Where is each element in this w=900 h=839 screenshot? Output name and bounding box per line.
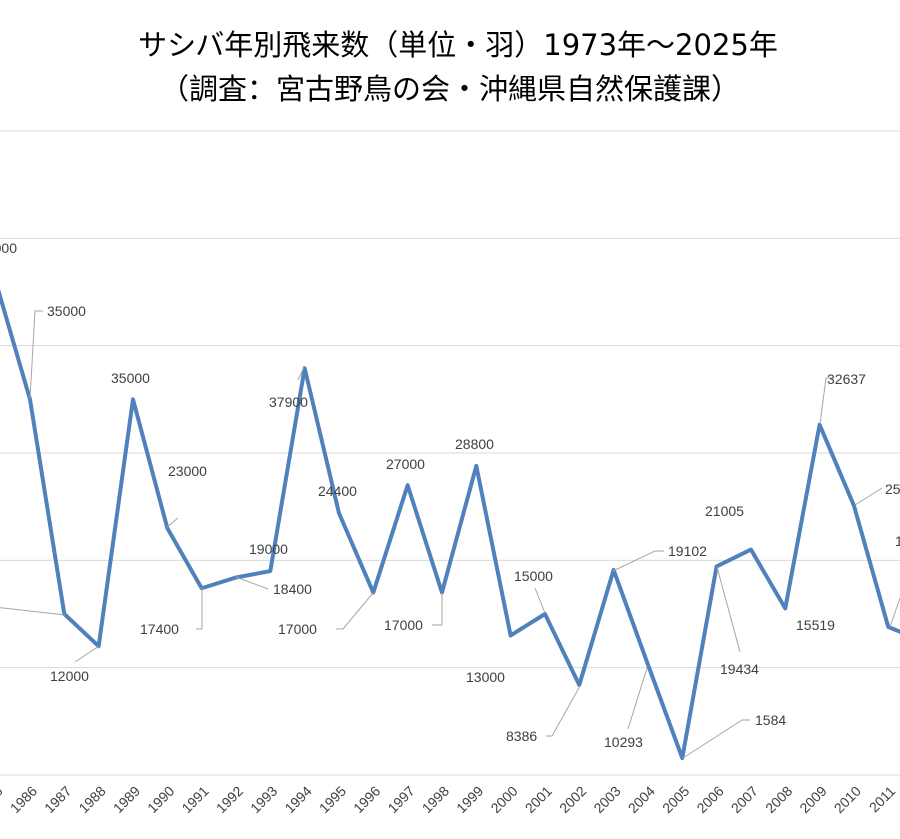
data-label: 32637 xyxy=(827,371,866,387)
leader-line xyxy=(166,517,179,528)
data-label: 35000 xyxy=(47,303,86,319)
leader-line xyxy=(854,487,883,506)
leader-line xyxy=(546,685,581,737)
x-tick-label: 1996 xyxy=(350,783,383,816)
leader-line xyxy=(889,597,900,628)
x-tick-label: 1995 xyxy=(316,783,349,816)
chart-title: サシバ年別飛来数（単位・羽）1973年～2025年 xyxy=(138,28,778,62)
data-label: 15000 xyxy=(514,568,553,584)
data-label: 25100 xyxy=(885,481,900,497)
data-label: 18400 xyxy=(273,581,312,597)
x-tick-label: 1999 xyxy=(453,783,486,816)
data-label: 10293 xyxy=(604,734,643,750)
data-label: 19000 xyxy=(249,541,288,557)
x-tick-label: 2010 xyxy=(831,783,864,816)
data-label: 13000 xyxy=(466,669,505,685)
x-tick-label: 1989 xyxy=(110,783,143,816)
series-line xyxy=(0,288,900,760)
leader-line xyxy=(74,645,100,663)
data-label: 12000 xyxy=(50,668,89,684)
chart-subtitle: （調査：宮古野鳥の会・沖縄県自然保護課） xyxy=(159,72,740,106)
leader-line xyxy=(534,587,546,614)
x-tick-label: 1985 xyxy=(0,783,6,816)
data-label: 46000 xyxy=(0,240,17,256)
data-label: 15519 xyxy=(796,617,835,633)
x-tick-label: 1988 xyxy=(75,783,108,816)
data-label: 17400 xyxy=(140,621,179,637)
leader-line xyxy=(819,377,833,425)
x-tick-label: 1990 xyxy=(144,783,177,816)
data-label: 35000 xyxy=(111,370,150,386)
leader-line xyxy=(196,588,203,630)
leader-line xyxy=(235,576,269,590)
x-tick-label: 1991 xyxy=(178,783,211,816)
leader-line xyxy=(716,566,741,653)
data-label: 8386 xyxy=(506,728,537,744)
x-tick-label: 2001 xyxy=(522,783,555,816)
x-tick-label: 2006 xyxy=(693,783,726,816)
x-tick-label: 2004 xyxy=(625,783,658,816)
x-tick-label: 2007 xyxy=(728,783,761,816)
data-label: 19102 xyxy=(668,543,707,559)
x-tick-label: 1998 xyxy=(419,783,452,816)
data-label: 28800 xyxy=(455,436,494,452)
x-tick-label: 2009 xyxy=(796,783,829,816)
x-tick-label: 1994 xyxy=(281,783,314,816)
x-tick-label: 1997 xyxy=(384,783,417,816)
leader-line xyxy=(297,366,305,381)
leader-line xyxy=(682,719,750,759)
x-tick-label: 2008 xyxy=(762,783,795,816)
leader-line xyxy=(29,310,43,400)
data-label: 13800 xyxy=(895,533,900,549)
data-label: 1584 xyxy=(755,712,786,728)
x-tick-label: 2002 xyxy=(556,783,589,816)
leader-line xyxy=(432,593,443,626)
data-label: 19434 xyxy=(720,661,759,677)
x-tick-label: 1987 xyxy=(41,783,74,816)
x-tick-label: 2000 xyxy=(487,783,520,816)
leader-line xyxy=(0,607,66,616)
data-label: 23000 xyxy=(168,463,207,479)
data-label: 37900 xyxy=(269,394,308,410)
x-tick-label: 1992 xyxy=(213,783,246,816)
data-label: 27000 xyxy=(386,456,425,472)
data-label: 17000 xyxy=(384,617,423,633)
data-label: 24400 xyxy=(318,483,357,499)
data-label: 21005 xyxy=(705,503,744,519)
x-tick-label: 2003 xyxy=(590,783,623,816)
leader-line xyxy=(336,592,374,630)
x-tick-label: 2011 xyxy=(866,783,899,816)
leader-line xyxy=(627,667,648,730)
x-tick-label: 1993 xyxy=(247,783,280,816)
leader-line xyxy=(612,550,664,572)
data-label: 17000 xyxy=(278,621,317,637)
x-tick-label: 2005 xyxy=(659,783,692,816)
x-tick-label: 1986 xyxy=(7,783,40,816)
